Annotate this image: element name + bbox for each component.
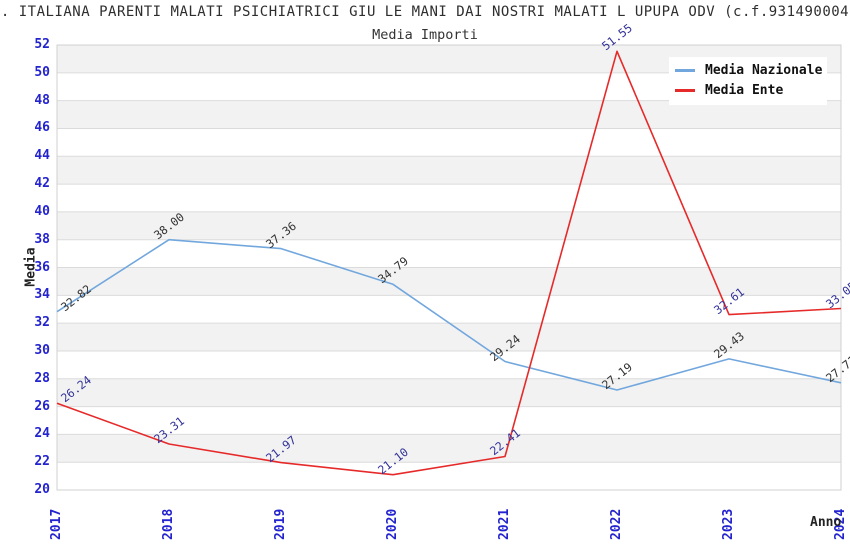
y-tick-label: 52 [34, 37, 50, 52]
legend-label-media-ente: Media Ente [705, 82, 784, 98]
chart-title: . ITALIANA PARENTI MALATI PSICHIATRICI G… [0, 4, 850, 20]
y-tick-label: 20 [34, 482, 50, 497]
line-swatch-icon [675, 88, 695, 92]
x-tick-label: 2021 [497, 508, 512, 540]
plot-band [57, 378, 841, 407]
y-tick-label: 22 [34, 454, 50, 470]
chart-subtitle: Media Importi [372, 27, 478, 43]
y-tick-label: 30 [34, 342, 50, 358]
x-tick-label: 2020 [385, 508, 400, 540]
legend: Media Nazionale Media Ente [669, 57, 827, 105]
plot-band [57, 184, 841, 212]
plot-band [57, 128, 841, 157]
plot-band [57, 406, 841, 435]
y-tick-label: 38 [34, 231, 50, 247]
plot-border [56, 44, 842, 491]
plot-band [57, 156, 841, 185]
line-swatch-icon [675, 68, 695, 72]
line-series-ente [56, 50, 842, 476]
plot-band [57, 434, 841, 463]
x-tick-label: 2018 [161, 508, 176, 540]
plot-band [57, 100, 841, 129]
y-tick-label: 46 [34, 120, 50, 136]
y-tick-label: 26 [34, 398, 50, 414]
x-tick-label: 2023 [721, 508, 736, 540]
y-tick-label: 50 [34, 64, 50, 80]
y-tick-label: 34 [34, 287, 50, 303]
plot-band [57, 239, 841, 268]
plot-band [57, 462, 841, 490]
plot-band [57, 295, 841, 324]
legend-label-media-nazionale: Media Nazionale [705, 62, 823, 78]
line-series-nazionale [56, 238, 842, 391]
legend-item-media-nazionale: Media Nazionale [675, 60, 823, 80]
x-tick-label: 2022 [609, 508, 624, 540]
legend-item-media-ente: Media Ente [675, 80, 821, 100]
plot-band [57, 323, 841, 351]
y-tick-label: 48 [34, 92, 50, 108]
y-tick-label: 44 [34, 148, 50, 164]
y-tick-label: 24 [34, 426, 50, 442]
x-tick-label: 2019 [273, 508, 288, 540]
x-tick-label: 2017 [49, 508, 64, 540]
plot-band [57, 267, 841, 296]
plot-band [57, 211, 841, 240]
x-axis-title: Anno [810, 515, 842, 530]
y-tick-label: 28 [34, 370, 50, 386]
y-tick-label: 32 [34, 315, 50, 331]
y-tick-label: 42 [34, 176, 50, 192]
y-tick-label: 40 [34, 203, 50, 219]
y-tick-label: 36 [34, 259, 50, 275]
y-axis-title: Media [23, 247, 39, 287]
